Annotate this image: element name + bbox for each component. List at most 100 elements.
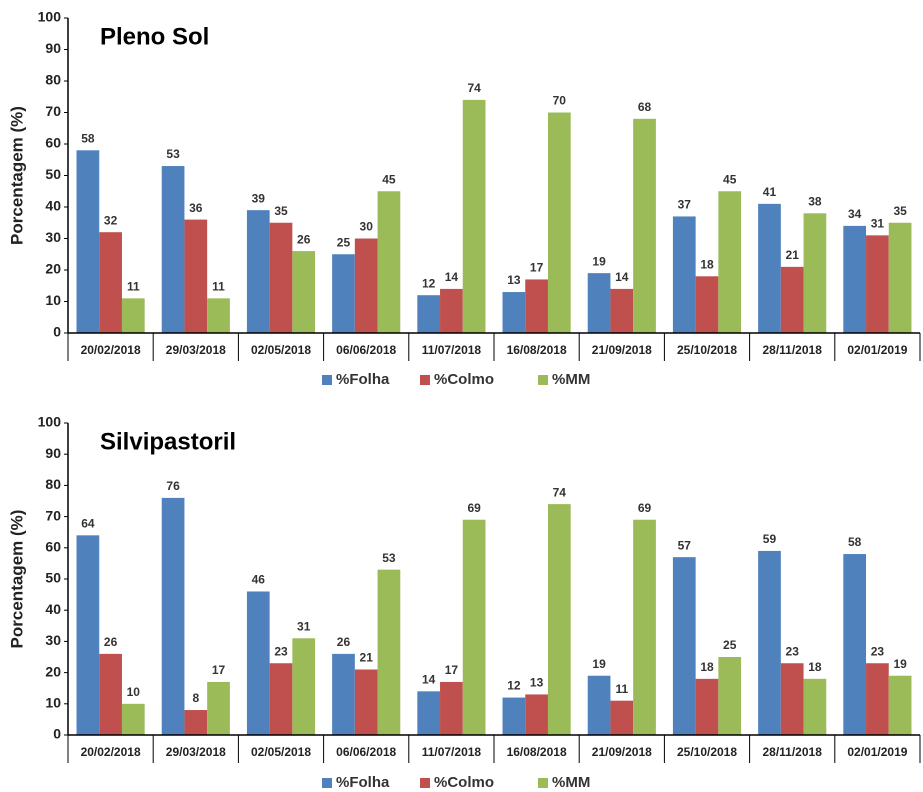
bar: [462, 99, 486, 334]
bar: [547, 112, 571, 333]
bar: [866, 663, 889, 735]
data-label: 45: [723, 172, 737, 186]
x-tick-label: 20/02/2018: [81, 745, 141, 759]
bar: [440, 288, 463, 333]
legend-label: %Colmo: [434, 774, 494, 791]
data-label: 14: [422, 672, 436, 686]
x-tick-label: 29/03/2018: [166, 343, 226, 357]
bar: [525, 694, 548, 735]
legend-swatch: [538, 778, 548, 788]
data-label: 18: [700, 660, 714, 674]
bar: [121, 298, 145, 333]
x-tick-label: 25/10/2018: [677, 745, 737, 759]
legend-swatch: [420, 375, 430, 385]
data-label: 46: [252, 573, 266, 587]
x-tick-label: 06/06/2018: [336, 343, 396, 357]
y-tick-label: 10: [45, 292, 61, 308]
bar: [354, 238, 378, 333]
bar: [440, 681, 463, 735]
data-label: 17: [212, 663, 226, 677]
bar: [547, 504, 571, 735]
bar: [633, 118, 656, 333]
data-label: 19: [893, 657, 907, 671]
y-tick-label: 100: [38, 9, 62, 25]
bar: [758, 550, 781, 735]
bar: [417, 295, 441, 333]
data-label: 25: [723, 638, 737, 652]
y-tick-label: 60: [45, 135, 61, 151]
bar: [332, 653, 355, 735]
bar: [121, 703, 145, 735]
bar: [502, 697, 526, 735]
data-label: 19: [592, 254, 606, 268]
bar: [888, 222, 912, 333]
x-tick-label: 29/03/2018: [166, 745, 226, 759]
legend-label: %MM: [552, 774, 590, 791]
y-tick-label: 40: [45, 198, 61, 214]
bar: [718, 657, 742, 735]
bar: [246, 210, 270, 333]
y-tick-label: 40: [45, 601, 61, 617]
bar: [184, 710, 208, 735]
data-label: 68: [638, 100, 652, 114]
bar: [417, 691, 441, 735]
bar: [695, 678, 719, 735]
data-label: 41: [763, 185, 777, 199]
y-tick-label: 10: [45, 695, 61, 711]
data-label: 23: [871, 644, 885, 658]
x-tick-label: 28/11/2018: [762, 343, 822, 357]
x-tick-label: 20/02/2018: [81, 343, 141, 357]
data-label: 35: [893, 204, 907, 218]
bar: [888, 675, 912, 735]
data-label: 53: [166, 147, 180, 161]
y-tick-label: 80: [45, 72, 61, 88]
y-axis-label: Porcentagem (%): [7, 510, 26, 649]
legend-swatch: [538, 375, 548, 385]
bar: [672, 216, 696, 333]
legend-label: %MM: [552, 371, 590, 388]
x-tick-label: 28/11/2018: [762, 745, 822, 759]
x-tick-label: 02/01/2019: [847, 343, 907, 357]
bar: [610, 288, 634, 333]
bar: [292, 251, 316, 333]
bar: [780, 663, 804, 735]
data-label: 31: [297, 619, 311, 633]
data-label: 14: [445, 270, 459, 284]
data-label: 30: [360, 220, 374, 234]
bar: [803, 678, 827, 735]
bar: [269, 222, 293, 333]
bar: [99, 653, 122, 735]
data-label: 57: [678, 538, 692, 552]
bar: [525, 279, 548, 333]
data-label: 26: [104, 635, 118, 649]
bar: [292, 638, 316, 735]
y-axis-label: Porcentagem (%): [7, 106, 26, 245]
y-tick-label: 50: [45, 570, 61, 586]
bar: [99, 232, 122, 333]
y-tick-label: 20: [45, 663, 61, 679]
y-tick-label: 20: [45, 261, 61, 277]
data-label: 35: [274, 204, 288, 218]
legend-label: %Folha: [336, 774, 390, 791]
y-tick-label: 80: [45, 476, 61, 492]
data-label: 58: [81, 131, 95, 145]
bar: [462, 519, 486, 735]
y-tick-label: 60: [45, 539, 61, 555]
x-tick-label: 11/07/2018: [422, 745, 482, 759]
bar: [207, 681, 230, 735]
y-tick-label: 30: [45, 229, 61, 245]
data-label: 19: [592, 657, 606, 671]
bar: [502, 292, 526, 333]
bar: [246, 591, 270, 735]
data-label: 25: [337, 235, 351, 249]
data-label: 34: [848, 207, 862, 221]
chart-title: Silvipastoril: [100, 428, 236, 455]
data-label: 70: [553, 94, 567, 108]
x-tick-label: 02/05/2018: [251, 343, 311, 357]
chart-title: Pleno Sol: [100, 23, 209, 50]
y-tick-label: 70: [45, 103, 61, 119]
x-tick-label: 25/10/2018: [677, 343, 737, 357]
data-label: 17: [445, 663, 459, 677]
data-label: 11: [212, 280, 225, 294]
